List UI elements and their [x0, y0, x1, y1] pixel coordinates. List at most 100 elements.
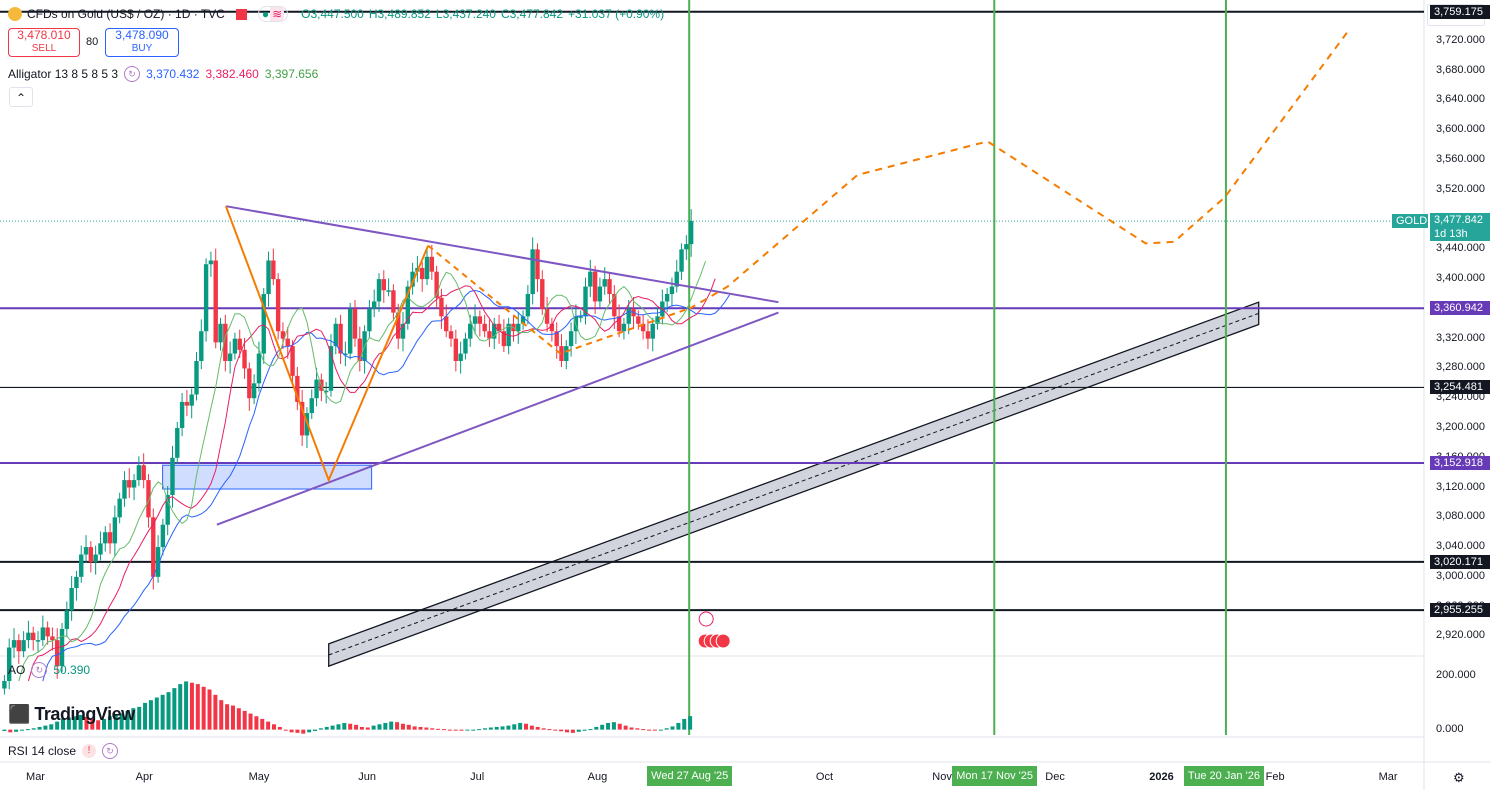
collapse-legend-button[interactable]: ⌃ — [9, 87, 33, 107]
time-marker-flag[interactable]: Tue 20 Jan '26 — [1183, 766, 1264, 786]
ao-bar — [647, 729, 652, 731]
time-marker-flag[interactable]: Wed 27 Aug '25 — [647, 766, 733, 786]
ao-bar — [330, 725, 335, 730]
price-tick: 3,120.000 — [1436, 480, 1485, 493]
ao-bar — [447, 729, 452, 731]
sell-button[interactable]: 3,478.010 SELL — [8, 28, 80, 57]
time-tick: Feb — [1265, 771, 1285, 783]
candle-body — [328, 346, 334, 391]
candle-body — [650, 323, 655, 339]
ohlc-close: C3,477.842 — [500, 7, 564, 21]
ao-bar — [553, 729, 558, 731]
ao-tick: 0.000 — [1436, 722, 1464, 735]
ao-bar — [576, 729, 581, 732]
ao-bar — [66, 717, 71, 730]
candle-body — [501, 331, 507, 347]
candle-body — [7, 647, 12, 682]
ao-bar — [658, 729, 663, 731]
time-tick: Mar — [26, 771, 45, 783]
rsi-legend[interactable]: RSI 14 close ! ↻ — [8, 743, 119, 759]
candle-body — [232, 338, 238, 354]
alligator-teeth-line — [27, 278, 716, 682]
candle-body — [347, 308, 353, 354]
candle-body — [559, 346, 564, 361]
settings-icon[interactable]: ↻ — [124, 66, 141, 82]
rsi-settings-icon[interactable]: ↻ — [102, 743, 119, 759]
alligator-legend[interactable]: Alligator 13 8 5 8 5 3 ↻ 3,370.432 3,382… — [8, 66, 318, 82]
candle-body — [592, 271, 598, 302]
ao-bar — [213, 694, 218, 730]
ao-bar — [541, 728, 546, 730]
candle-body — [309, 398, 314, 414]
ao-bar — [535, 726, 540, 730]
zigzag-dashed — [427, 244, 689, 355]
candle-body — [664, 294, 670, 302]
triangle-lower — [216, 311, 779, 526]
ao-bar — [336, 724, 341, 730]
candle-body — [636, 316, 641, 324]
ao-bar — [31, 728, 36, 730]
candle-body — [103, 532, 108, 544]
candle-body — [540, 279, 545, 309]
candle-body — [237, 338, 242, 350]
candle-body — [371, 301, 377, 309]
candle-body — [55, 640, 60, 667]
ao-bar — [102, 718, 107, 730]
ao-bar — [248, 713, 253, 730]
warning-icon[interactable]: ! — [82, 744, 97, 758]
symbol-title[interactable]: CFDs on Gold (US$ / OZ) · 1D · TVC — [27, 7, 225, 21]
ao-bar — [313, 729, 318, 731]
ao-bar — [436, 728, 441, 730]
ao-bar — [471, 729, 476, 731]
indicator-status-icon[interactable]: ● ≋ — [257, 6, 289, 22]
ao-bar — [271, 724, 276, 730]
ao-bar — [676, 722, 681, 730]
ao-bar — [524, 723, 529, 730]
candle-body — [323, 390, 329, 393]
candle-body — [381, 279, 386, 291]
candle-body — [482, 323, 487, 332]
candle-body — [59, 628, 65, 667]
time-tick: May — [248, 771, 270, 783]
ao-bar — [623, 725, 628, 730]
market-wave-icon: ≋ — [270, 7, 285, 21]
buy-button[interactable]: 3,478.090 BUY — [105, 28, 179, 57]
ao-bar — [37, 726, 42, 730]
ao-legend[interactable]: AO ↻ 50.390 — [8, 662, 90, 678]
candle-body — [189, 394, 194, 406]
ao-bar — [254, 716, 259, 730]
ao-bar — [494, 726, 499, 730]
candle-body — [554, 331, 559, 347]
candle-body — [127, 480, 132, 488]
candle-body — [597, 286, 603, 302]
ao-bar — [201, 686, 206, 730]
time-marker-flag[interactable]: Mon 17 Nov '25 — [952, 766, 1037, 786]
ao-bar — [365, 727, 370, 730]
ohlc-low: L3,437.240 — [435, 7, 496, 21]
ao-bar — [406, 724, 411, 730]
ao-bar — [547, 729, 552, 731]
ao-bar — [160, 694, 165, 730]
candle-body — [400, 323, 406, 339]
candle-body — [472, 316, 478, 324]
candle-body — [223, 323, 228, 361]
ao-bar — [412, 726, 417, 730]
ao-bar — [260, 718, 265, 730]
candle-body — [549, 323, 555, 332]
ao-bar — [318, 728, 323, 730]
ao-bar — [635, 728, 640, 730]
ao-tick: 200.000 — [1436, 669, 1476, 682]
candle-body — [170, 457, 175, 495]
ao-settings-icon[interactable]: ↻ — [31, 662, 48, 678]
tradingview-logo: ⬛ TradingView — [8, 704, 135, 724]
symbol-tag: GOLD — [1392, 214, 1428, 229]
buy-label: BUY — [131, 43, 153, 54]
candle-body — [227, 353, 233, 361]
time-settings-icon[interactable]: ⚙ — [1453, 770, 1465, 785]
level-price-label: 3,020.171 — [1430, 554, 1490, 569]
ao-bar — [84, 716, 89, 730]
flag-icon[interactable] — [235, 8, 247, 20]
ao-bar — [617, 723, 622, 730]
countdown-label: 1d 13h — [1430, 227, 1490, 242]
